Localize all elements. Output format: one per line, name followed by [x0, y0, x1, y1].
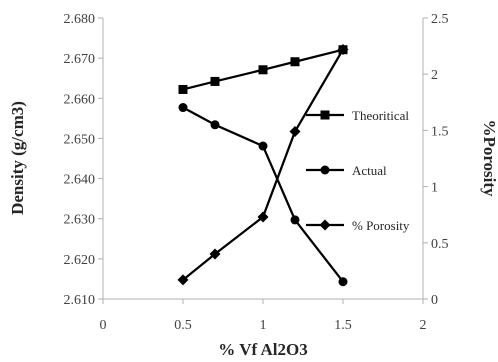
y-tick-label: 2.640 — [64, 173, 96, 188]
data-point-diamond — [337, 43, 349, 55]
series-circle — [178, 103, 348, 287]
data-point-circle — [210, 120, 220, 130]
y-tick-label: 2.680 — [64, 12, 96, 27]
legend-group: Theoritical Actual % Porosity — [306, 108, 410, 233]
x-tick-label: 1 — [260, 318, 267, 333]
x-tick-label: 1.5 — [334, 318, 352, 333]
series-group — [177, 43, 349, 287]
y-tick-label: 2.650 — [64, 132, 96, 147]
y2-axis-title: %Porosity — [480, 119, 498, 197]
data-point-diamond — [257, 211, 269, 223]
legend-marker-circle — [320, 165, 330, 175]
data-point-square — [178, 84, 188, 94]
x-tick-label: 2 — [420, 318, 427, 333]
y-tick-label: 2.620 — [64, 253, 96, 268]
data-point-square — [258, 65, 268, 75]
data-point-diamond — [209, 248, 221, 260]
legend-marker-square — [320, 110, 330, 120]
y-tick-label: 2.670 — [64, 52, 96, 67]
axes-group — [98, 17, 428, 304]
legend-label: Theoritical — [352, 108, 409, 123]
data-point-diamond — [289, 126, 301, 138]
x-tick-label: 0 — [100, 318, 107, 333]
y2-tick-label: 0.5 — [431, 237, 449, 252]
y2-tick-label: 1 — [431, 181, 438, 196]
y2-tick-label: 0 — [431, 293, 438, 308]
data-point-circle — [178, 103, 188, 113]
legend-label: Actual — [352, 163, 387, 178]
series-diamond — [177, 43, 349, 286]
data-point-circle — [338, 277, 348, 287]
tick-labels-group: 2.610 2.620 2.630 2.640 2.650 2.660 2.670 2.680… — [64, 12, 449, 333]
data-point-square — [290, 57, 300, 67]
x-axis-title: % Vf Al2O3 — [218, 340, 307, 359]
y-axis-title: Density (g/cm3) — [8, 101, 27, 215]
x-tick-label: 0.5 — [174, 318, 192, 333]
y-tick-label: 2.610 — [64, 293, 96, 308]
y2-tick-label: 2 — [431, 68, 438, 83]
data-point-square — [210, 76, 220, 86]
data-point-circle — [258, 141, 268, 151]
y2-tick-label: 1.5 — [431, 124, 449, 139]
y2-tick-label: 2.5 — [431, 12, 449, 27]
data-point-circle — [290, 215, 300, 225]
legend-marker-diamond — [319, 219, 331, 231]
y-tick-label: 2.660 — [64, 92, 96, 107]
legend-label: % Porosity — [352, 218, 410, 233]
data-point-diamond — [177, 274, 189, 286]
y-tick-label: 2.630 — [64, 213, 96, 228]
